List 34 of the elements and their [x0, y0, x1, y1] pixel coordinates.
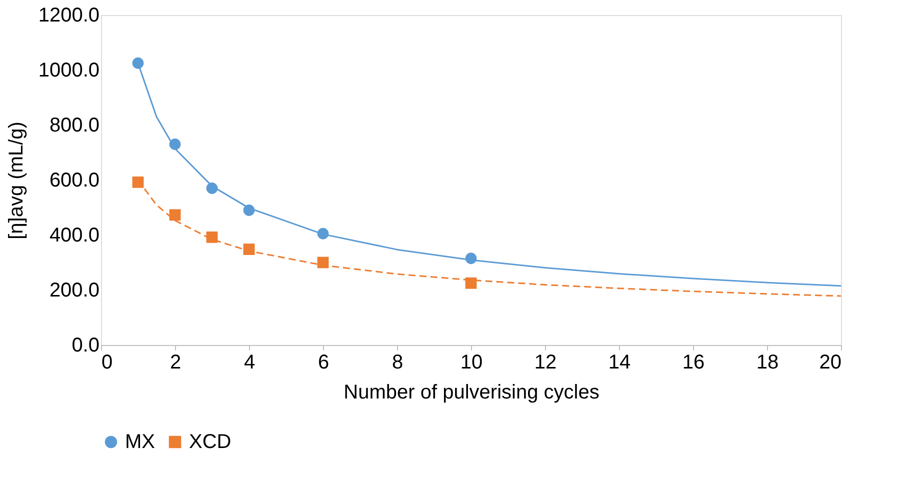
point: [243, 204, 255, 216]
point: [169, 138, 181, 150]
x-tick-label: 8: [392, 352, 404, 374]
point: [317, 228, 329, 240]
y-tick-label: 400.0: [49, 224, 100, 246]
x-tick-label: 18: [756, 352, 779, 374]
y-tick-label: 200.0: [49, 280, 100, 302]
x-tick-label: 2: [170, 352, 182, 374]
y-axis-title: [η]avg (mL/g): [5, 122, 28, 240]
y-tick-label: 800.0: [49, 114, 100, 136]
x-tick-label: 6: [318, 352, 330, 374]
point: [206, 232, 218, 243]
y-tick-label: 600.0: [49, 170, 100, 192]
point: [465, 252, 477, 264]
x-axis-title: Number of pulverising cycles: [344, 382, 600, 404]
legend-label: XCD: [189, 431, 232, 453]
point: [206, 182, 218, 194]
y-tick-label: 1200.0: [38, 4, 100, 26]
x-tick-label: 0: [102, 352, 113, 374]
y-tick-label: 0.0: [72, 334, 100, 356]
x-tick-label: 14: [608, 352, 631, 374]
point: [465, 277, 477, 289]
x-tick-label: 10: [460, 352, 483, 374]
x-tick-label: 4: [244, 352, 256, 374]
point: [169, 209, 181, 221]
point: [317, 256, 329, 268]
x-tick-label: 12: [534, 352, 557, 374]
y-tick-label: 1000.0: [38, 60, 100, 82]
point: [132, 57, 144, 69]
x-tick-label: 20: [819, 352, 842, 374]
point: [132, 176, 144, 188]
point: [243, 244, 255, 255]
legend-label: MX: [125, 431, 155, 453]
x-tick-label: 16: [682, 352, 705, 374]
